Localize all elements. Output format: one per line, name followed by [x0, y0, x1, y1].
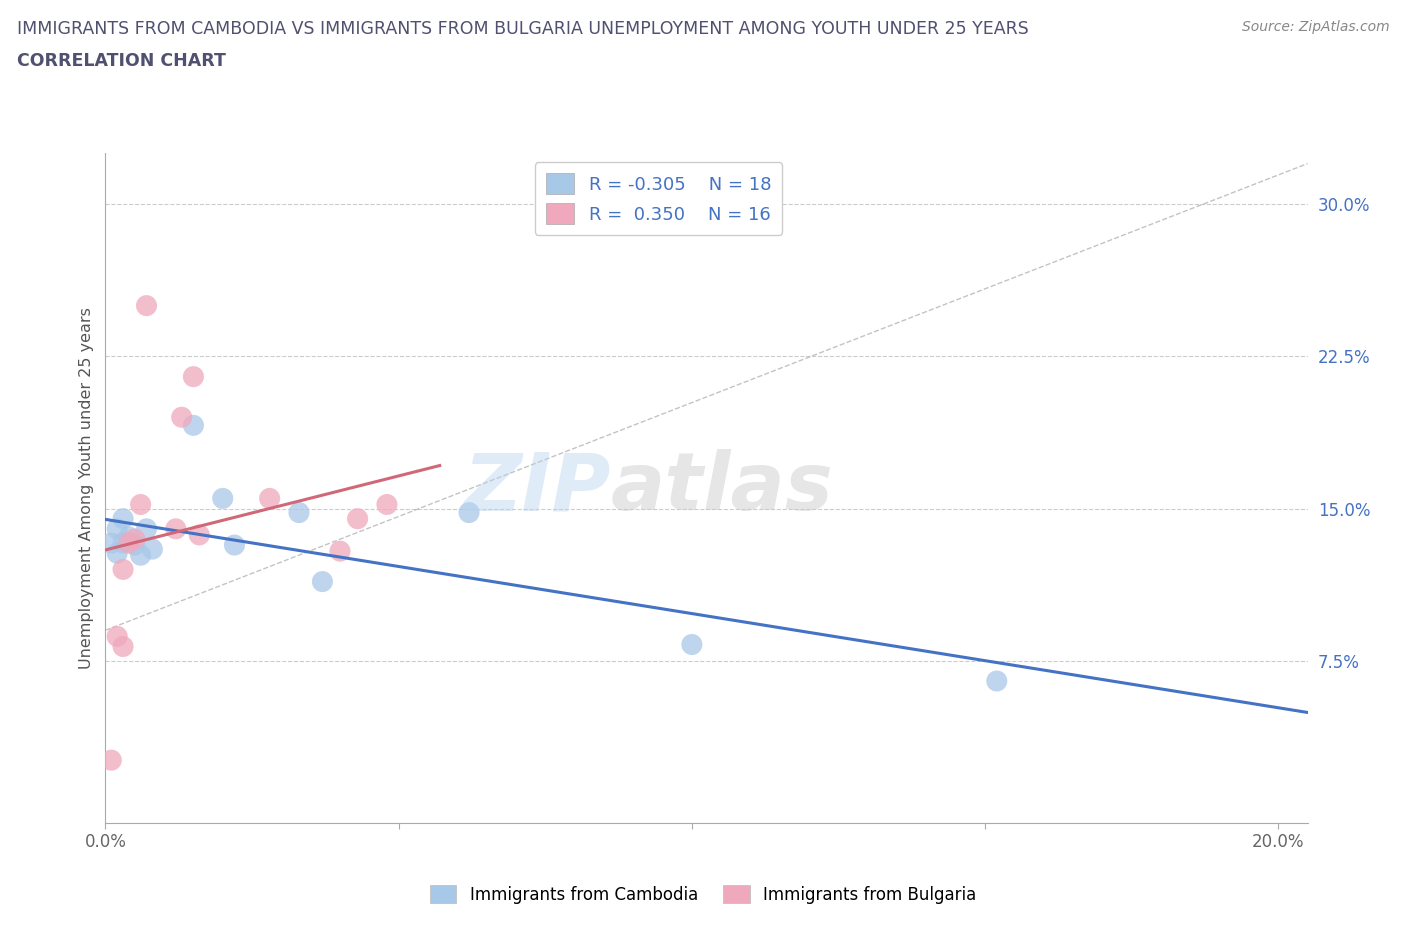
Point [986, 673, 1008, 688]
Point [129, 548, 152, 563]
Text: ZIP: ZIP [463, 449, 610, 527]
Point [112, 512, 135, 526]
Point [135, 299, 157, 313]
Point [112, 536, 135, 551]
Legend: R = -0.305    N = 18, R =  0.350    N = 16: R = -0.305 N = 18, R = 0.350 N = 16 [534, 163, 782, 235]
Point [118, 529, 141, 544]
Point [681, 637, 703, 652]
Point [105, 546, 128, 561]
Point [311, 574, 333, 589]
Point [188, 527, 211, 542]
Point [129, 497, 152, 512]
Point [141, 541, 163, 556]
Point [170, 410, 193, 425]
Point [183, 369, 205, 384]
Legend: Immigrants from Cambodia, Immigrants from Bulgaria: Immigrants from Cambodia, Immigrants fro… [423, 879, 983, 910]
Point [118, 536, 141, 551]
Point [346, 512, 368, 526]
Point [100, 752, 122, 767]
Point [259, 491, 281, 506]
Point [211, 491, 233, 506]
Point [165, 522, 187, 537]
Point [288, 505, 311, 520]
Point [100, 536, 122, 551]
Y-axis label: Unemployment Among Youth under 25 years: Unemployment Among Youth under 25 years [79, 307, 94, 670]
Point [224, 538, 246, 552]
Text: Source: ZipAtlas.com: Source: ZipAtlas.com [1241, 20, 1389, 34]
Text: IMMIGRANTS FROM CAMBODIA VS IMMIGRANTS FROM BULGARIA UNEMPLOYMENT AMONG YOUTH UN: IMMIGRANTS FROM CAMBODIA VS IMMIGRANTS F… [17, 20, 1029, 38]
Point [135, 522, 157, 537]
Text: atlas: atlas [610, 449, 834, 527]
Point [124, 532, 146, 547]
Point [375, 497, 398, 512]
Point [112, 639, 135, 654]
Point [183, 418, 205, 432]
Text: CORRELATION CHART: CORRELATION CHART [17, 52, 226, 70]
Point [105, 629, 128, 644]
Point [329, 544, 352, 559]
Point [105, 522, 128, 537]
Point [458, 505, 481, 520]
Point [124, 538, 146, 552]
Point [112, 562, 135, 577]
